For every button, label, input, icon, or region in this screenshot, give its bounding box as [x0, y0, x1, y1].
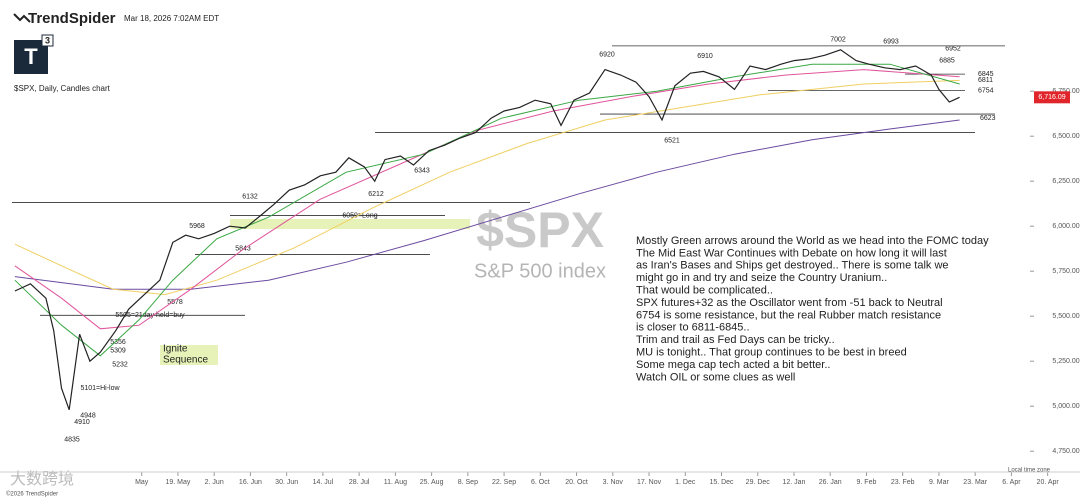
x-tick-label: 20. Apr — [1037, 479, 1060, 486]
note-line: Mostly Green arrows around the World as … — [636, 235, 989, 247]
plot: 4,750.00 5,000.00 5,250.00 5,500.00 5,750.00… — [0, 37, 1080, 486]
level-label: 5101=Hi-low — [80, 385, 120, 392]
note-line: Some mega cap tech acted a bit better.. — [636, 359, 830, 371]
level-label: 6845 — [978, 71, 994, 78]
x-tick-label: 9. Mar — [929, 479, 950, 486]
level-label: 6811 — [978, 77, 993, 84]
level-label: 4835 — [64, 437, 80, 444]
level-label: 6754 — [978, 87, 994, 94]
moving-average — [14, 69, 960, 330]
price-tag — [1034, 91, 1070, 104]
y-tick-label: 6,000.00 — [1052, 223, 1079, 230]
note-line: Trim and trail as Fed Days can be tricky… — [636, 334, 835, 346]
level-label: 6910 — [697, 53, 713, 60]
note-line: That would be complicated.. — [636, 285, 773, 297]
level-label: 7002 — [830, 37, 846, 44]
x-tick-label: 28. Jul — [349, 479, 370, 486]
note-line: is closer to 6811-6845.. — [636, 322, 750, 334]
x-tick-label: 14. Jul — [313, 479, 334, 486]
x-tick-label: 17. Nov — [637, 479, 662, 486]
level-label: 6521 — [664, 137, 680, 144]
x-tick-label: 25. Aug — [420, 479, 444, 486]
highlight — [160, 345, 218, 365]
x-tick-label: 15. Dec — [709, 479, 734, 486]
x-tick-label: May — [135, 479, 149, 486]
x-tick-label: 3. Nov — [603, 479, 624, 486]
copyright: ©2026 TrendSpider — [6, 491, 58, 498]
brand-icon — [13, 13, 31, 23]
level-label: 6059=Long — [342, 212, 377, 219]
x-tick-label: 6. Oct — [531, 479, 550, 486]
x-tick-label: 6. Apr — [1002, 479, 1021, 486]
moving-average — [14, 79, 960, 296]
level-label: 5505=21day held=buy — [115, 312, 185, 319]
x-tick-label: 16. Jun — [239, 479, 262, 486]
y-tick-label: 4,750.00 — [1052, 448, 1079, 455]
x-tick-label: 30. Jun — [275, 479, 298, 486]
moving-average — [14, 63, 960, 357]
y-tick-label: 5,000.00 — [1052, 403, 1079, 410]
x-tick-label: 1. Dec — [675, 479, 696, 486]
level-label: 5232 — [112, 361, 128, 368]
x-tick-label: 26. Jan — [819, 479, 842, 486]
x-tick-label: 9. Feb — [857, 479, 877, 486]
x-tick-label: 12. Jan — [782, 479, 805, 486]
logo-letter: T — [24, 44, 38, 69]
timezone: Local time zone — [1008, 468, 1051, 474]
highlight — [230, 219, 470, 229]
y-tick-label: 5,500.00 — [1052, 313, 1079, 320]
x-tick-label: 11. Aug — [384, 479, 407, 486]
price-line — [14, 49, 960, 411]
note-line: SPX futures+32 as the Oscillator went fr… — [636, 297, 943, 309]
note-line: Watch OIL or some clues as well — [636, 371, 795, 383]
level-label: 6343 — [414, 167, 430, 174]
price-tag-label: 6,716.09 — [1038, 94, 1065, 101]
level-label: 6952 — [945, 46, 961, 53]
y-tick-label: 6,500.00 — [1052, 133, 1079, 140]
note-line: MU is tonight.. That group continues to … — [636, 347, 907, 359]
level-label: 5968 — [189, 223, 205, 230]
watermark-name: S&P 500 index — [474, 260, 606, 282]
level-label: 4948 — [80, 412, 96, 419]
x-tick-label: 22. Sep — [492, 479, 516, 486]
x-tick-label: 23. Mar — [963, 479, 987, 486]
level-label: 6920 — [599, 51, 615, 58]
y-tick-label: 5,250.00 — [1052, 358, 1079, 365]
x-tick-label: 8. Sep — [458, 479, 478, 486]
level-label: 6212 — [368, 191, 384, 198]
y-tick-label: 5,750.00 — [1052, 268, 1079, 275]
level-label: 5578 — [167, 299, 183, 306]
level-label: 6993 — [883, 38, 899, 45]
x-tick-label: 29. Dec — [746, 479, 771, 486]
x-tick-label: 23. Feb — [891, 479, 915, 486]
note-line: might go in and try and seize the Countr… — [636, 272, 887, 284]
logo-badge-text: 3 — [45, 35, 50, 45]
x-tick-label: 20. Oct — [565, 479, 588, 486]
level-label: 6132 — [242, 193, 258, 200]
level-label: 4910 — [74, 419, 90, 426]
overlay-watermark: 大数跨境 — [10, 469, 74, 488]
note-line: 6754 is some resistance, but the real Ru… — [636, 309, 941, 321]
level-label: 6885 — [939, 58, 955, 65]
note-line: The Mid East War Continues with Debate o… — [636, 247, 947, 259]
note-line: as Iran's Bases and Ships get destroyed.… — [636, 260, 949, 272]
x-tick-label: 2. Jun — [205, 479, 224, 486]
callout: Ignite — [163, 344, 188, 355]
timestamp: Mar 18, 2026 7:02AM EDT — [124, 14, 219, 23]
logo-badge — [41, 34, 54, 47]
level-label: 5309 — [110, 347, 126, 354]
callout: Sequence — [163, 355, 208, 366]
x-tick-label: 19. May — [165, 479, 190, 486]
brand: TrendSpider — [28, 10, 116, 27]
level-label: 5356 — [110, 339, 126, 346]
level-label: 6623 — [980, 115, 996, 122]
symbol-line: $SPX, Daily, Candles chart — [14, 84, 111, 93]
y-tick-label: 6,250.00 — [1052, 178, 1079, 185]
watermark-symbol: $SPX — [476, 202, 604, 258]
